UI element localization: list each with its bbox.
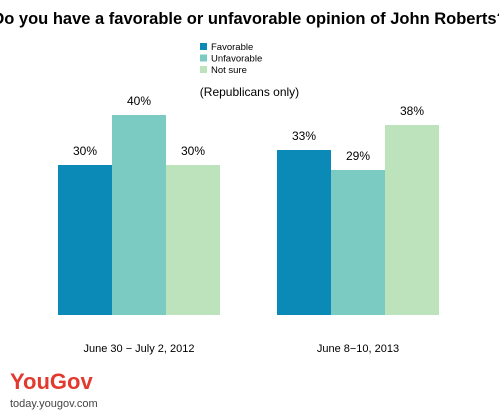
chart-title: Do you have a favorable or unfavorable o… xyxy=(0,10,499,28)
logo-you: YouGov xyxy=(10,369,93,394)
yougov-logo: YouGov xyxy=(10,369,93,394)
bar-0-0 xyxy=(58,165,112,315)
legend-swatch-1 xyxy=(200,54,207,62)
legend-label-0: Favorable xyxy=(211,42,253,53)
category-label-0: June 30 − July 2, 2012 xyxy=(84,343,195,355)
legend-swatch-2 xyxy=(200,66,207,73)
bar-1-2 xyxy=(385,125,439,315)
bars xyxy=(58,115,439,315)
category-label-1: June 8−10, 2013 xyxy=(317,343,399,355)
category-labels: June 30 − July 2, 2012 June 8−10, 2013 xyxy=(84,343,400,355)
value-label-0-1: 40% xyxy=(127,94,151,108)
logo-url: today.yougov.com xyxy=(10,398,98,410)
chart-subtitle: (Republicans only) xyxy=(200,85,299,99)
legend-label-2: Not sure xyxy=(211,65,247,76)
value-label-1-0: 33% xyxy=(292,129,316,143)
value-labels: 30% 40% 30% 33% 29% 38% xyxy=(73,94,424,163)
bar-1-1 xyxy=(331,170,385,315)
bar-0-2 xyxy=(166,165,220,315)
value-label-0-2: 30% xyxy=(181,144,205,158)
legend-swatch-0 xyxy=(200,43,207,50)
bar-0-1 xyxy=(112,115,166,315)
legend-label-1: Unfavorable xyxy=(211,54,262,65)
value-label-1-1: 29% xyxy=(346,149,370,163)
value-label-0-0: 30% xyxy=(73,144,97,158)
value-label-1-2: 38% xyxy=(400,104,424,118)
bar-1-0 xyxy=(277,150,331,315)
